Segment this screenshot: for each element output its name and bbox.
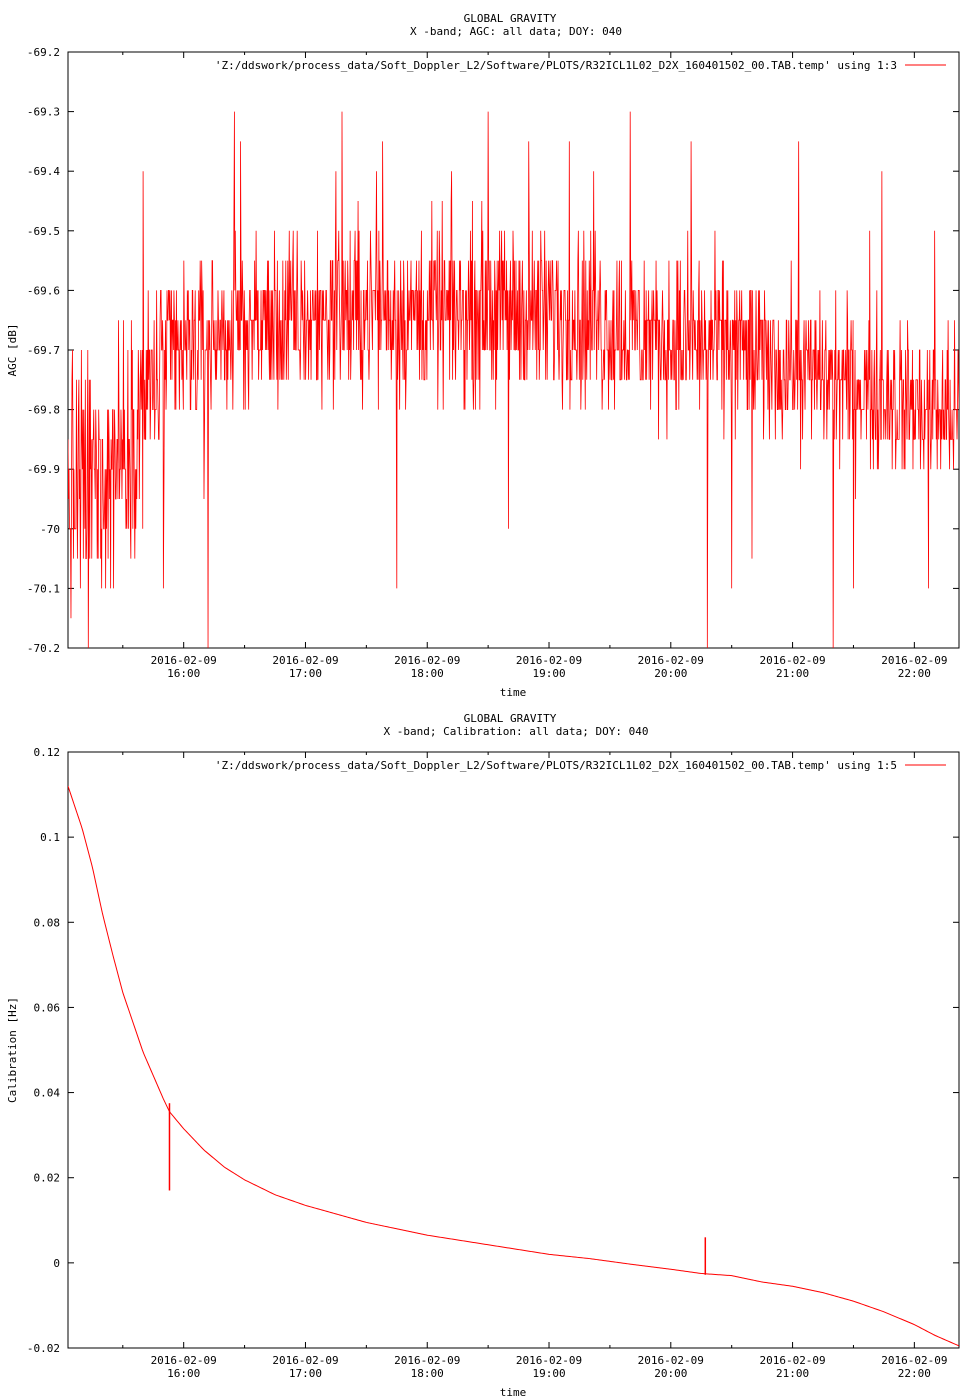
plot-border (67, 751, 960, 1349)
x-tick-label-time: 18:00 (411, 1367, 444, 1380)
y-tick-label: -70.1 (27, 582, 60, 595)
x-tick-label-time: 17:00 (289, 667, 322, 680)
y-tick-label: -0.02 (27, 1342, 60, 1355)
x-axis-label: time (500, 686, 527, 699)
y-tick-label: 0.12 (34, 746, 61, 759)
x-tick-label-time: 21:00 (776, 1367, 809, 1380)
y-tick-label: -69.8 (27, 404, 60, 417)
y-tick-label: -70 (40, 523, 60, 536)
chart-subtitle: X -band; AGC: all data; DOY: 040 (410, 25, 622, 38)
x-tick-label-time: 22:00 (898, 1367, 931, 1380)
calibration-chart-panel: GLOBAL GRAVITY X -band; Calibration: all… (6, 712, 960, 1399)
y-tick-label: 0 (53, 1257, 60, 1270)
y-tick-label: -69.3 (27, 106, 60, 119)
y-tick-label: -69.9 (27, 463, 60, 476)
plot-area: -69.2 -69.3 -69.4 -69.5 -69.6 -69.7 -69.8 -69.9… (27, 46, 960, 680)
x-tick-label-time: 16:00 (167, 1367, 200, 1380)
y-tick-label: -69.6 (27, 284, 60, 297)
y-tick-label: 0.08 (34, 916, 61, 929)
x-tick-label-time: 18:00 (411, 667, 444, 680)
series-line (68, 111, 959, 648)
chart-title: GLOBAL GRAVITY (464, 12, 557, 25)
legend-label: 'Z:/ddswork/process_data/Soft_Doppler_L2… (215, 59, 897, 72)
plot-area: 0.120.10.080.060.040.020-0.022016-02-091… (27, 746, 960, 1380)
y-tick-label: -70.2 (27, 642, 60, 655)
x-tick-label-date: 2016-02-09 (394, 1354, 460, 1367)
y-tick-label: 0.04 (34, 1087, 61, 1100)
y-axis-label: AGC [dB] (6, 324, 19, 377)
x-tick-label-time: 20:00 (654, 667, 687, 680)
x-tick-label-time: 19:00 (532, 667, 565, 680)
x-tick-label-date: 2016-02-09 (516, 1354, 582, 1367)
series-group (68, 785, 959, 1347)
y-tick-label: -69.7 (27, 344, 60, 357)
x-tick-label-time: 21:00 (776, 667, 809, 680)
series-line (68, 785, 959, 1347)
y-tick-label: 0.1 (40, 831, 60, 844)
x-tick-label-date: 2016-02-09 (759, 1354, 825, 1367)
x-tick-label-date: 2016-02-09 (516, 654, 582, 667)
x-tick-label-time: 20:00 (654, 1367, 687, 1380)
x-tick-label-time: 16:00 (167, 667, 200, 680)
x-tick-label-date: 2016-02-09 (881, 1354, 947, 1367)
x-tick-label-time: 19:00 (532, 1367, 565, 1380)
y-axis-label: Calibration [Hz] (6, 997, 19, 1103)
series-group (68, 111, 959, 648)
x-axis-label: time (500, 1386, 527, 1399)
y-tick-label: -69.5 (27, 225, 60, 238)
x-tick-label-date: 2016-02-09 (638, 654, 704, 667)
legend-label: 'Z:/ddswork/process_data/Soft_Doppler_L2… (215, 759, 897, 772)
agc-chart-panel: GLOBAL GRAVITY X -band; AGC: all data; D… (6, 12, 960, 699)
y-tick-label: -69.2 (27, 46, 60, 59)
y-tick-label: -69.4 (27, 165, 60, 178)
x-tick-label-time: 22:00 (898, 667, 931, 680)
x-tick-label-date: 2016-02-09 (638, 1354, 704, 1367)
x-tick-label-date: 2016-02-09 (272, 1354, 338, 1367)
chart-title: GLOBAL GRAVITY (464, 712, 557, 725)
x-tick-label-date: 2016-02-09 (394, 654, 460, 667)
x-tick-label-date: 2016-02-09 (759, 654, 825, 667)
x-tick-label-date: 2016-02-09 (151, 1354, 217, 1367)
y-tick-label: 0.06 (34, 1001, 61, 1014)
x-tick-label-date: 2016-02-09 (151, 654, 217, 667)
y-tick-label: 0.02 (34, 1172, 61, 1185)
x-tick-label-date: 2016-02-09 (881, 654, 947, 667)
chart-subtitle: X -band; Calibration: all data; DOY: 040 (384, 725, 649, 738)
x-tick-label-date: 2016-02-09 (272, 654, 338, 667)
x-tick-label-time: 17:00 (289, 1367, 322, 1380)
